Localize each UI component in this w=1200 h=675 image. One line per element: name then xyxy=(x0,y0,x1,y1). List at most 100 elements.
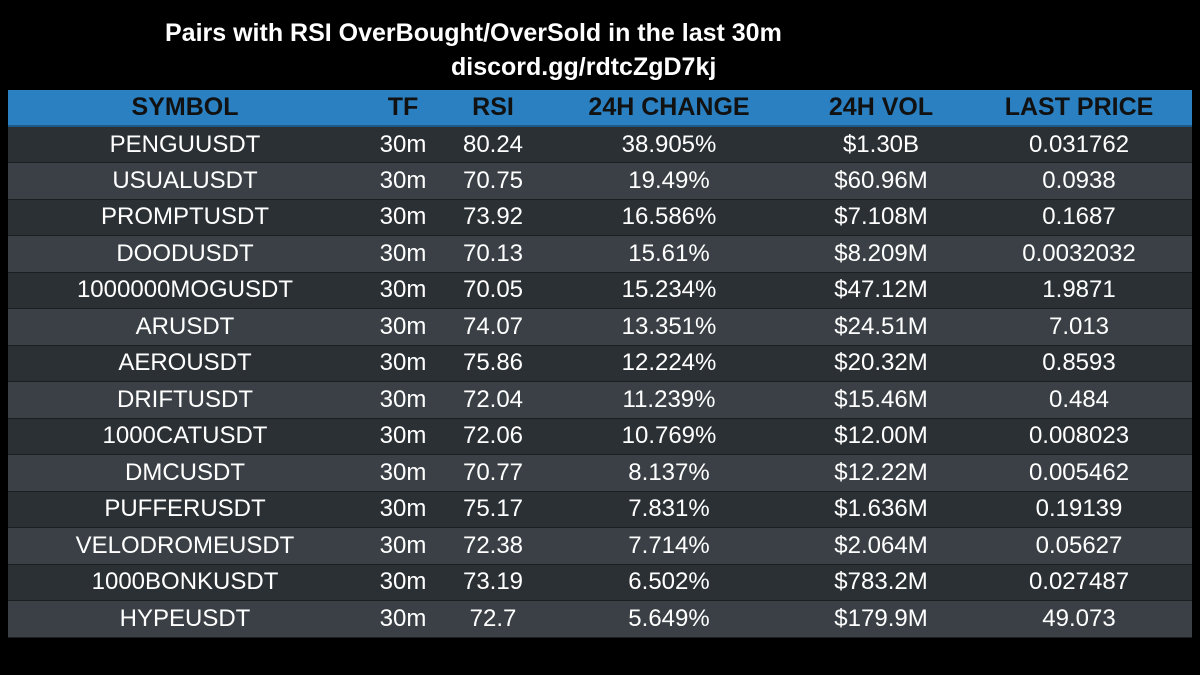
price-cell: 0.0938 xyxy=(966,162,1192,200)
tf-cell: 30m xyxy=(362,454,444,492)
tf-cell: 30m xyxy=(362,491,444,528)
volume-cell: $2.064M xyxy=(796,527,966,565)
change-cell: 11.239% xyxy=(542,381,796,419)
volume-cell: $1.30B xyxy=(796,126,966,163)
rsi-cell: 74.07 xyxy=(444,308,542,346)
change-cell: 19.49% xyxy=(542,162,796,200)
symbol-cell: 1000CATUSDT xyxy=(8,418,362,455)
price-cell: 0.031762 xyxy=(966,126,1192,163)
symbol-cell: HYPEUSDT xyxy=(8,600,362,638)
table-row: VELODROMEUSDT 30m 72.38 7.714% $2.064M 0.0562… xyxy=(8,527,1192,565)
change-cell: 10.769% xyxy=(542,418,796,455)
change-cell: 13.351% xyxy=(542,308,796,346)
symbol-cell: AEROUSDT xyxy=(8,345,362,382)
tf-cell: 30m xyxy=(362,162,444,200)
table-header-row: SYMBOL TF RSI 24H CHANGE 24H VOL LAST PR… xyxy=(8,90,1192,127)
rsi-cell: 72.7 xyxy=(444,600,542,638)
column-header-24h-change: 24H CHANGE xyxy=(542,90,796,127)
volume-cell: $47.12M xyxy=(796,272,966,309)
rsi-cell: 70.75 xyxy=(444,162,542,200)
column-header-tf: TF xyxy=(362,90,444,127)
symbol-cell: DRIFTUSDT xyxy=(8,381,362,419)
column-header-symbol: SYMBOL xyxy=(8,90,362,127)
change-cell: 6.502% xyxy=(542,564,796,601)
price-cell: 0.05627 xyxy=(966,527,1192,565)
symbol-cell: 1000BONKUSDT xyxy=(8,564,362,601)
tf-cell: 30m xyxy=(362,381,444,419)
change-cell: 12.224% xyxy=(542,345,796,382)
symbol-cell: DMCUSDT xyxy=(8,454,362,492)
table-row: HYPEUSDT 30m 72.7 5.649% $179.9M 49.073 xyxy=(8,600,1192,638)
rsi-cell: 75.86 xyxy=(444,345,542,382)
volume-cell: $15.46M xyxy=(796,381,966,419)
volume-cell: $24.51M xyxy=(796,308,966,346)
rsi-cell: 73.92 xyxy=(444,199,542,236)
table-row: 1000BONKUSDT 30m 73.19 6.502% $783.2M 0.02748… xyxy=(8,564,1192,601)
tf-cell: 30m xyxy=(362,345,444,382)
price-cell: 0.484 xyxy=(966,381,1192,419)
table-row: PENGUUSDT 30m 80.24 38.905% $1.30B 0.031762 xyxy=(8,126,1192,163)
tf-cell: 30m xyxy=(362,418,444,455)
tf-cell: 30m xyxy=(362,600,444,638)
rsi-cell: 70.77 xyxy=(444,454,542,492)
table-row: 1000CATUSDT 30m 72.06 10.769% $12.00M 0.00802… xyxy=(8,418,1192,455)
change-cell: 38.905% xyxy=(542,126,796,163)
change-cell: 16.586% xyxy=(542,199,796,236)
table-row: PUFFERUSDT 30m 75.17 7.831% $1.636M 0.19139 xyxy=(8,491,1192,528)
tf-cell: 30m xyxy=(362,126,444,163)
symbol-cell: PUFFERUSDT xyxy=(8,491,362,528)
volume-cell: $1.636M xyxy=(796,491,966,528)
column-header-last-price: LAST PRICE xyxy=(966,90,1192,127)
change-cell: 15.61% xyxy=(542,235,796,273)
rsi-cell: 73.19 xyxy=(444,564,542,601)
rsi-table: SYMBOL TF RSI 24H CHANGE 24H VOL LAST PR… xyxy=(8,90,1192,638)
table-row: DRIFTUSDT 30m 72.04 11.239% $15.46M 0.484 xyxy=(8,381,1192,419)
change-cell: 15.234% xyxy=(542,272,796,309)
table-row: PROMPTUSDT 30m 73.92 16.586% $7.108M 0.1687 xyxy=(8,199,1192,236)
table-row: ARUSDT 30m 74.07 13.351% $24.51M 7.013 xyxy=(8,308,1192,346)
change-cell: 8.137% xyxy=(542,454,796,492)
volume-cell: $60.96M xyxy=(796,162,966,200)
table-row: DOODUSDT 30m 70.13 15.61% $8.209M 0.0032032 xyxy=(8,235,1192,273)
column-header-24h-vol: 24H VOL xyxy=(796,90,966,127)
change-cell: 7.714% xyxy=(542,527,796,565)
price-cell: 0.8593 xyxy=(966,345,1192,382)
volume-cell: $8.209M xyxy=(796,235,966,273)
price-cell: 1.9871 xyxy=(966,272,1192,309)
rsi-cell: 72.06 xyxy=(444,418,542,455)
price-cell: 0.0032032 xyxy=(966,235,1192,273)
change-cell: 5.649% xyxy=(542,600,796,638)
price-cell: 0.005462 xyxy=(966,454,1192,492)
symbol-cell: VELODROMEUSDT xyxy=(8,527,362,565)
price-cell: 49.073 xyxy=(966,600,1192,638)
price-cell: 0.027487 xyxy=(966,564,1192,601)
symbol-cell: DOODUSDT xyxy=(8,235,362,273)
table-row: 1000000MOGUSDT 30m 70.05 15.234% $47.12M 1.98… xyxy=(8,272,1192,309)
tf-cell: 30m xyxy=(362,564,444,601)
symbol-cell: PROMPTUSDT xyxy=(8,199,362,236)
rsi-cell: 75.17 xyxy=(444,491,542,528)
tf-cell: 30m xyxy=(362,235,444,273)
tf-cell: 30m xyxy=(362,199,444,236)
rsi-cell: 70.13 xyxy=(444,235,542,273)
price-cell: 0.19139 xyxy=(966,491,1192,528)
symbol-cell: 1000000MOGUSDT xyxy=(8,272,362,309)
volume-cell: $783.2M xyxy=(796,564,966,601)
volume-cell: $20.32M xyxy=(796,345,966,382)
rsi-cell: 72.04 xyxy=(444,381,542,419)
discord-link[interactable]: discord.gg/rdtcZgD7kj xyxy=(451,53,717,81)
tf-cell: 30m xyxy=(362,272,444,309)
table-row: DMCUSDT 30m 70.77 8.137% $12.22M 0.005462 xyxy=(8,454,1192,492)
rsi-cell: 80.24 xyxy=(444,126,542,163)
symbol-cell: PENGUUSDT xyxy=(8,126,362,163)
volume-cell: $12.00M xyxy=(796,418,966,455)
volume-cell: $12.22M xyxy=(796,454,966,492)
column-header-rsi: RSI xyxy=(444,90,542,127)
symbol-cell: USUALUSDT xyxy=(8,162,362,200)
change-cell: 7.831% xyxy=(542,491,796,528)
table-row: USUALUSDT 30m 70.75 19.49% $60.96M 0.0938 xyxy=(8,162,1192,200)
price-cell: 0.008023 xyxy=(966,418,1192,455)
price-cell: 0.1687 xyxy=(966,199,1192,236)
price-cell: 7.013 xyxy=(966,308,1192,346)
rsi-cell: 72.38 xyxy=(444,527,542,565)
